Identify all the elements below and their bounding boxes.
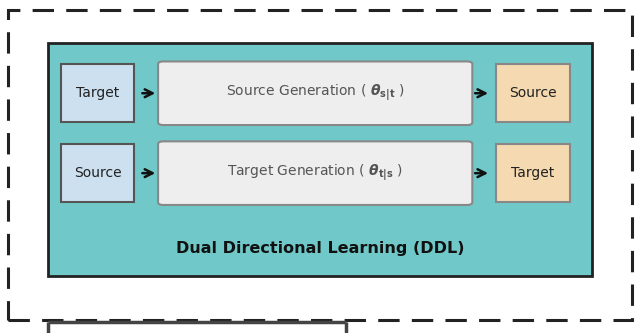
Text: Dual Directional Learning (DDL): Dual Directional Learning (DDL) bbox=[176, 240, 464, 256]
Text: Target: Target bbox=[511, 166, 554, 180]
Text: Source: Source bbox=[74, 166, 122, 180]
FancyBboxPatch shape bbox=[61, 144, 134, 202]
Text: Source: Source bbox=[509, 86, 557, 100]
Text: Source Generation ( $\boldsymbol{\theta}_{\mathbf{s|t}}$ ): Source Generation ( $\boldsymbol{\theta}… bbox=[226, 83, 404, 104]
FancyBboxPatch shape bbox=[496, 64, 570, 123]
FancyBboxPatch shape bbox=[8, 10, 632, 320]
FancyBboxPatch shape bbox=[158, 62, 472, 125]
FancyBboxPatch shape bbox=[496, 144, 570, 202]
FancyBboxPatch shape bbox=[158, 142, 472, 205]
Text: Target: Target bbox=[76, 86, 119, 100]
Text: Target Generation ( $\boldsymbol{\theta}_{\mathbf{t|s}}$ ): Target Generation ( $\boldsymbol{\theta}… bbox=[227, 163, 403, 184]
FancyBboxPatch shape bbox=[61, 64, 134, 123]
FancyBboxPatch shape bbox=[48, 43, 592, 276]
